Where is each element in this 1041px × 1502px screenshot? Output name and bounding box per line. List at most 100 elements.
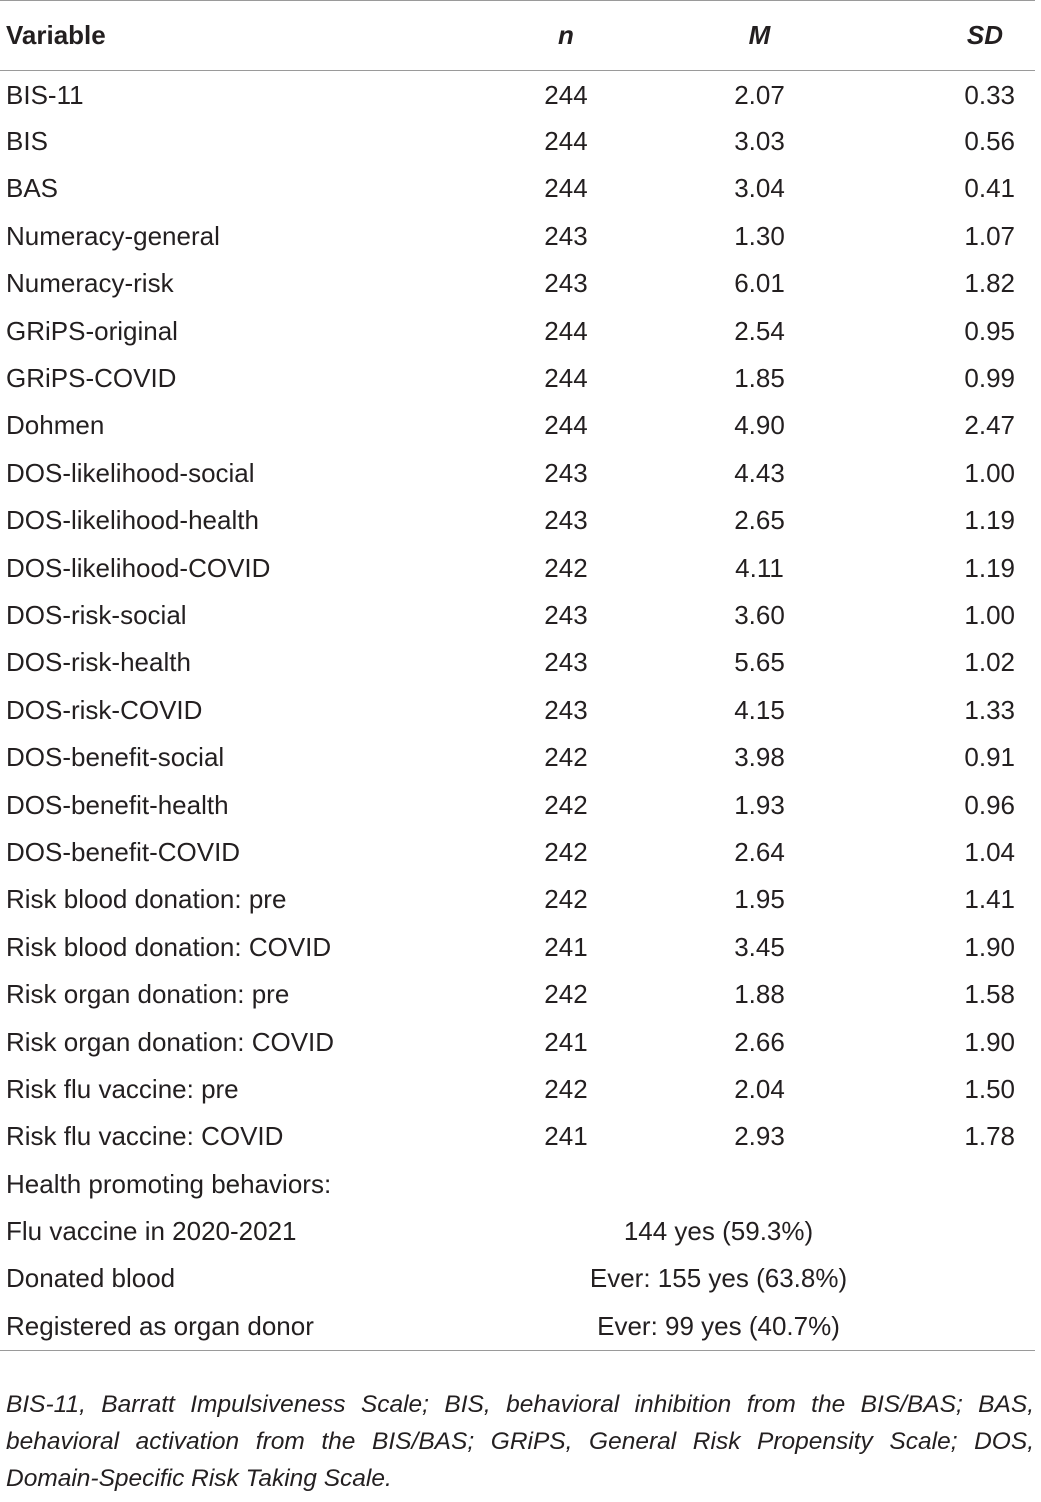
table-row: DOS-risk-social 243 3.60 1.00	[0, 592, 1035, 639]
table-footnote: BIS-11, Barratt Impulsiveness Scale; BIS…	[6, 1391, 1034, 1492]
descriptive-statistics-table-container: Variable n M SD BIS-11 244 2.07 0.33 BIS…	[0, 0, 1035, 1351]
cell-sd: 1.82	[964, 268, 1015, 299]
behavior-variable: Flu vaccine in 2020-2021	[6, 1216, 297, 1247]
table-row: Numeracy-risk 243 6.01 1.82	[0, 260, 1035, 307]
cell-variable: DOS-risk-health	[6, 647, 191, 678]
cell-sd: 1.00	[964, 599, 1015, 630]
header-row: Variable n M SD	[0, 0, 1035, 71]
cell-mean: 6.01	[734, 268, 785, 299]
table-row: DOS-benefit-COVID 242 2.64 1.04	[0, 829, 1035, 876]
behavior-variable: Registered as organ donor	[6, 1310, 314, 1341]
cell-mean: 2.66	[734, 1026, 785, 1057]
behavior-variable: Donated blood	[6, 1263, 176, 1294]
cell-mean: 2.07	[734, 79, 785, 110]
cell-variable: Numeracy-risk	[6, 268, 174, 299]
cell-mean: 2.04	[734, 1073, 785, 1104]
cell-variable: Risk blood donation: COVID	[6, 931, 332, 962]
table-row: BIS 244 3.03 0.56	[0, 118, 1035, 165]
cell-variable: DOS-likelihood-health	[6, 505, 259, 536]
cell-mean: 1.30	[734, 220, 785, 251]
cell-mean: 4.15	[734, 694, 785, 725]
cell-mean: 1.85	[734, 363, 785, 394]
behavior-row: Flu vaccine in 2020-2021 144 yes (59.3%)	[0, 1208, 1035, 1255]
cell-sd: 1.50	[964, 1073, 1015, 1104]
cell-n: 243	[544, 457, 588, 488]
table-row: Risk blood donation: pre 242 1.95 1.41	[0, 876, 1035, 923]
table-row: BIS-11 244 2.07 0.33	[0, 71, 1035, 118]
cell-n: 242	[544, 979, 588, 1010]
cell-mean: 3.45	[734, 931, 785, 962]
cell-sd: 1.41	[964, 884, 1015, 915]
cell-sd: 0.56	[964, 126, 1015, 157]
table-body: BIS-11 244 2.07 0.33 BIS 244 3.03 0.56 B…	[0, 71, 1035, 1351]
descriptive-statistics-table: Variable n M SD BIS-11 244 2.07 0.33 BIS…	[0, 0, 1035, 1351]
cell-sd: 1.19	[964, 505, 1015, 536]
table-row: DOS-likelihood-health 243 2.65 1.19	[0, 497, 1035, 544]
table-row: DOS-risk-COVID 243 4.15 1.33	[0, 687, 1035, 734]
header-n: n	[558, 20, 574, 50]
table-header: Variable n M SD	[0, 0, 1035, 71]
cell-n: 243	[544, 268, 588, 299]
cell-sd: 1.19	[964, 552, 1015, 583]
cell-sd: 1.00	[964, 457, 1015, 488]
table-row: Risk blood donation: COVID 241 3.45 1.90	[0, 924, 1035, 971]
cell-n: 244	[544, 363, 588, 394]
cell-variable: Risk organ donation: pre	[6, 979, 290, 1010]
cell-variable: DOS-benefit-social	[6, 742, 225, 773]
behavior-value: Ever: 99 yes (40.7%)	[597, 1310, 840, 1341]
table-row: Risk organ donation: pre 242 1.88 1.58	[0, 971, 1035, 1018]
cell-variable: Numeracy-general	[6, 220, 220, 251]
cell-mean: 4.43	[734, 457, 785, 488]
cell-n: 241	[544, 1121, 588, 1152]
table-row: Risk flu vaccine: pre 242 2.04 1.50	[0, 1066, 1035, 1113]
cell-variable: Risk blood donation: pre	[6, 884, 287, 915]
table-row: DOS-benefit-social 242 3.98 0.91	[0, 734, 1035, 781]
cell-sd: 0.33	[964, 79, 1015, 110]
cell-mean: 1.95	[734, 884, 785, 915]
cell-sd: 1.90	[964, 931, 1015, 962]
cell-variable: GRiPS-COVID	[6, 363, 177, 394]
cell-sd: 1.78	[964, 1121, 1015, 1152]
behavior-value: 144 yes (59.3%)	[623, 1216, 814, 1247]
cell-mean: 1.88	[734, 979, 785, 1010]
cell-sd: 0.96	[964, 789, 1015, 820]
cell-mean: 3.03	[734, 126, 785, 157]
cell-variable: BAS	[6, 173, 59, 204]
cell-variable: Risk organ donation: COVID	[6, 1026, 335, 1057]
cell-n: 243	[544, 647, 588, 678]
cell-mean: 4.90	[734, 410, 785, 441]
cell-n: 242	[544, 742, 588, 773]
cell-mean: 2.64	[734, 836, 785, 867]
cell-variable: DOS-risk-social	[6, 599, 187, 630]
cell-sd: 1.07	[964, 220, 1015, 251]
cell-mean: 1.93	[734, 789, 785, 820]
cell-n: 242	[544, 836, 588, 867]
cell-mean: 2.54	[734, 315, 785, 346]
cell-variable: Risk flu vaccine: pre	[6, 1073, 239, 1104]
cell-mean: 3.60	[734, 599, 785, 630]
cell-n: 244	[544, 126, 588, 157]
cell-n: 244	[544, 410, 588, 441]
header-mean: M	[748, 20, 771, 50]
table-row: Risk flu vaccine: COVID 241 2.93 1.78	[0, 1113, 1035, 1160]
section-row: Health promoting behaviors:	[0, 1160, 1035, 1207]
cell-n: 243	[544, 505, 588, 536]
table-row: GRiPS-COVID 244 1.85 0.99	[0, 355, 1035, 402]
cell-n: 242	[544, 1073, 588, 1104]
cell-n: 244	[544, 173, 588, 204]
cell-variable: BIS	[6, 126, 48, 157]
cell-n: 242	[544, 884, 588, 915]
cell-sd: 0.99	[964, 363, 1015, 394]
cell-sd: 1.33	[964, 694, 1015, 725]
header-variable: Variable	[6, 20, 106, 50]
cell-mean: 3.98	[734, 742, 785, 773]
cell-variable: DOS-likelihood-COVID	[6, 552, 271, 583]
cell-variable: Dohmen	[6, 410, 105, 441]
cell-n: 243	[544, 220, 588, 251]
table-row: GRiPS-original 244 2.54 0.95	[0, 307, 1035, 354]
behavior-value: Ever: 155 yes (63.8%)	[589, 1263, 848, 1294]
cell-mean: 4.11	[735, 552, 784, 583]
cell-mean: 2.93	[734, 1121, 785, 1152]
cell-n: 244	[544, 315, 588, 346]
table-row: Numeracy-general 243 1.30 1.07	[0, 213, 1035, 260]
